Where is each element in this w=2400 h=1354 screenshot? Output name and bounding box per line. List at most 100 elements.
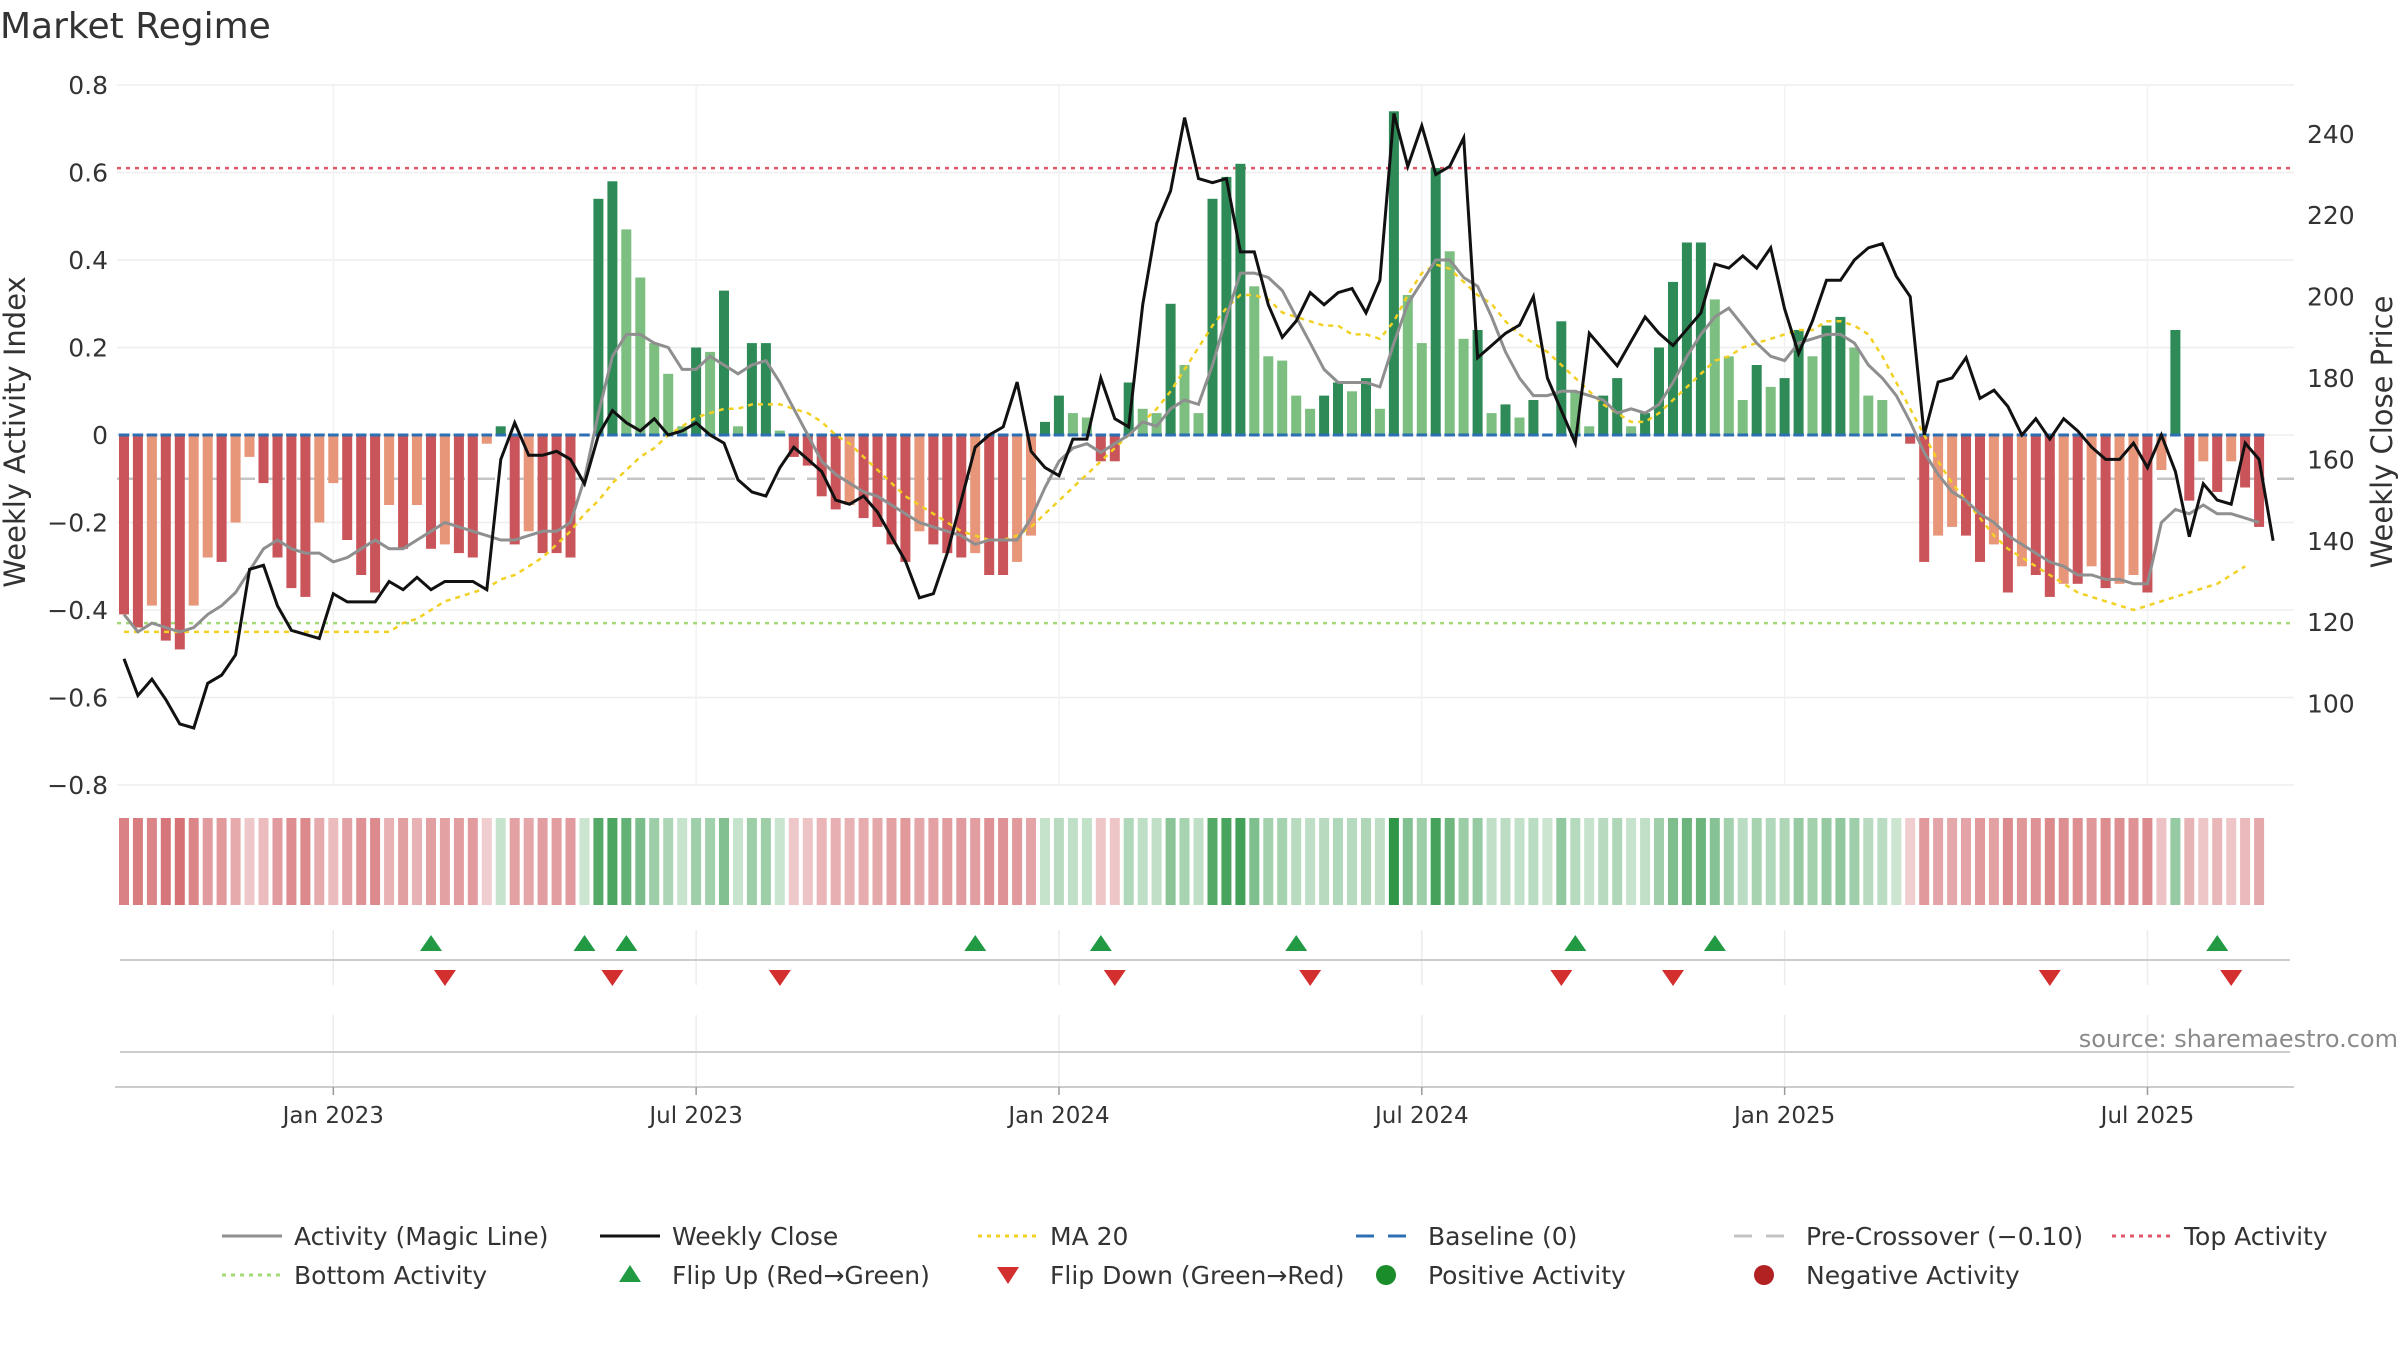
- activity-bar: [886, 435, 897, 545]
- regime-strip-cell: [439, 818, 450, 905]
- activity-bar: [1975, 435, 1985, 562]
- activity-bar: [1235, 163, 1246, 436]
- activity-bar: [1807, 356, 1818, 435]
- activity-bar: [1095, 435, 1106, 462]
- regime-strip-cell: [1221, 818, 1232, 905]
- activity-bar: [774, 430, 785, 435]
- activity-bar: [2114, 435, 2125, 584]
- regime-strip-cell: [1361, 818, 1371, 905]
- activity-bar: [2058, 435, 2069, 584]
- activity-bar: [523, 435, 534, 532]
- regime-strip-cell: [328, 818, 339, 905]
- activity-bar: [1444, 251, 1455, 436]
- activity-bar: [984, 435, 995, 575]
- activity-bar: [439, 435, 450, 545]
- regime-strip-cell: [1053, 818, 1064, 905]
- regime-strip-cell: [160, 818, 171, 905]
- regime-strip-cell: [1416, 818, 1427, 905]
- regime-strip-cell: [746, 818, 757, 905]
- regime-strip-cell: [956, 818, 967, 905]
- activity-bar: [998, 435, 1009, 575]
- activity-bar: [1933, 435, 1944, 536]
- activity-bar: [1919, 435, 1930, 562]
- regime-strip-cell: [2226, 818, 2237, 905]
- activity-bar: [1221, 176, 1232, 435]
- flip-down-marker: [1299, 970, 1322, 986]
- activity-bar: [481, 435, 492, 444]
- regime-strip-cell: [886, 818, 897, 905]
- activity-bar: [1430, 168, 1441, 435]
- regime-strip-cell: [677, 818, 688, 905]
- activity-bar: [942, 435, 953, 554]
- activity-bar: [509, 435, 520, 545]
- activity-bar: [858, 435, 869, 519]
- regime-strip-cell: [1793, 818, 1804, 905]
- activity-bar: [1598, 395, 1609, 435]
- activity-bar: [370, 435, 381, 593]
- activity-bar: [1472, 330, 1483, 435]
- activity-bar: [230, 435, 241, 523]
- regime-strip-cell: [2016, 818, 2027, 905]
- regime-strip-cell: [1137, 818, 1148, 905]
- activity-bar: [663, 373, 674, 436]
- y-left-tick-label: −0.4: [47, 596, 108, 625]
- regime-strip-cell: [1458, 818, 1469, 905]
- flip-up-marker: [419, 935, 442, 951]
- regime-strip-cell: [593, 818, 604, 905]
- activity-bar: [802, 435, 813, 466]
- activity-bar: [272, 435, 283, 558]
- y-left-tick-label: −0.8: [47, 771, 108, 800]
- regime-strip-cell: [495, 818, 506, 905]
- activity-bar: [216, 435, 227, 562]
- regime-strip-cell: [872, 818, 883, 905]
- regime-strip-cell: [2072, 818, 2083, 905]
- activity-bar: [551, 435, 562, 554]
- regime-strip-cell: [2002, 818, 2013, 905]
- activity-bar: [467, 435, 478, 558]
- regime-strip-cell: [1486, 818, 1497, 905]
- legend-swatch: [619, 1265, 641, 1282]
- regime-strip-cell: [2100, 818, 2111, 905]
- x-tick-label: Jul 2024: [1373, 1103, 1469, 1129]
- regime-strip-cell: [132, 818, 143, 905]
- regime-strip-cell: [1947, 818, 1958, 905]
- activity-bar: [1737, 400, 1748, 435]
- regime-strip-cell: [858, 818, 869, 905]
- activity-bar: [1961, 435, 1971, 536]
- activity-bar: [258, 435, 269, 484]
- regime-strip-cell: [1612, 818, 1623, 905]
- activity-bar: [2156, 435, 2167, 470]
- activity-bar: [1040, 421, 1050, 435]
- activity-bar: [2170, 330, 2181, 435]
- activity-bar: [830, 435, 841, 510]
- flip-up-marker: [964, 935, 987, 951]
- regime-strip-cell: [1751, 818, 1762, 905]
- activity-bar: [649, 343, 660, 435]
- regime-strip-cell: [2114, 818, 2125, 905]
- activity-bar: [188, 435, 199, 606]
- ma20-line: [124, 263, 2246, 634]
- regime-strip-cell: [1012, 818, 1023, 905]
- regime-strip-cell: [1207, 818, 1218, 905]
- activity-bar: [705, 351, 716, 435]
- regime-strip-cell: [1919, 818, 1930, 905]
- activity-bar: [635, 277, 646, 435]
- activity-bar: [760, 343, 771, 435]
- source-note: source: sharemaestro.com: [2079, 1025, 2398, 1053]
- activity-bar: [1416, 343, 1427, 435]
- regime-strip-cell: [1765, 818, 1776, 905]
- flip-down-marker: [433, 970, 456, 986]
- regime-strip-cell: [467, 818, 478, 905]
- flip-down-marker: [2220, 970, 2243, 986]
- regime-strip-cell: [230, 818, 241, 905]
- y-right-tick-label: 220: [2307, 201, 2355, 230]
- activity-bar: [2128, 435, 2139, 575]
- regime-strip-cell: [1347, 818, 1357, 905]
- regime-strip-cell: [537, 818, 548, 905]
- activity-bar: [872, 435, 883, 527]
- flip-down-marker: [768, 970, 791, 986]
- y-left-tick-label: −0.2: [47, 509, 108, 538]
- activity-bar: [1193, 413, 1204, 435]
- regime-strip-cell: [621, 818, 632, 905]
- regime-strip-cell: [1444, 818, 1455, 905]
